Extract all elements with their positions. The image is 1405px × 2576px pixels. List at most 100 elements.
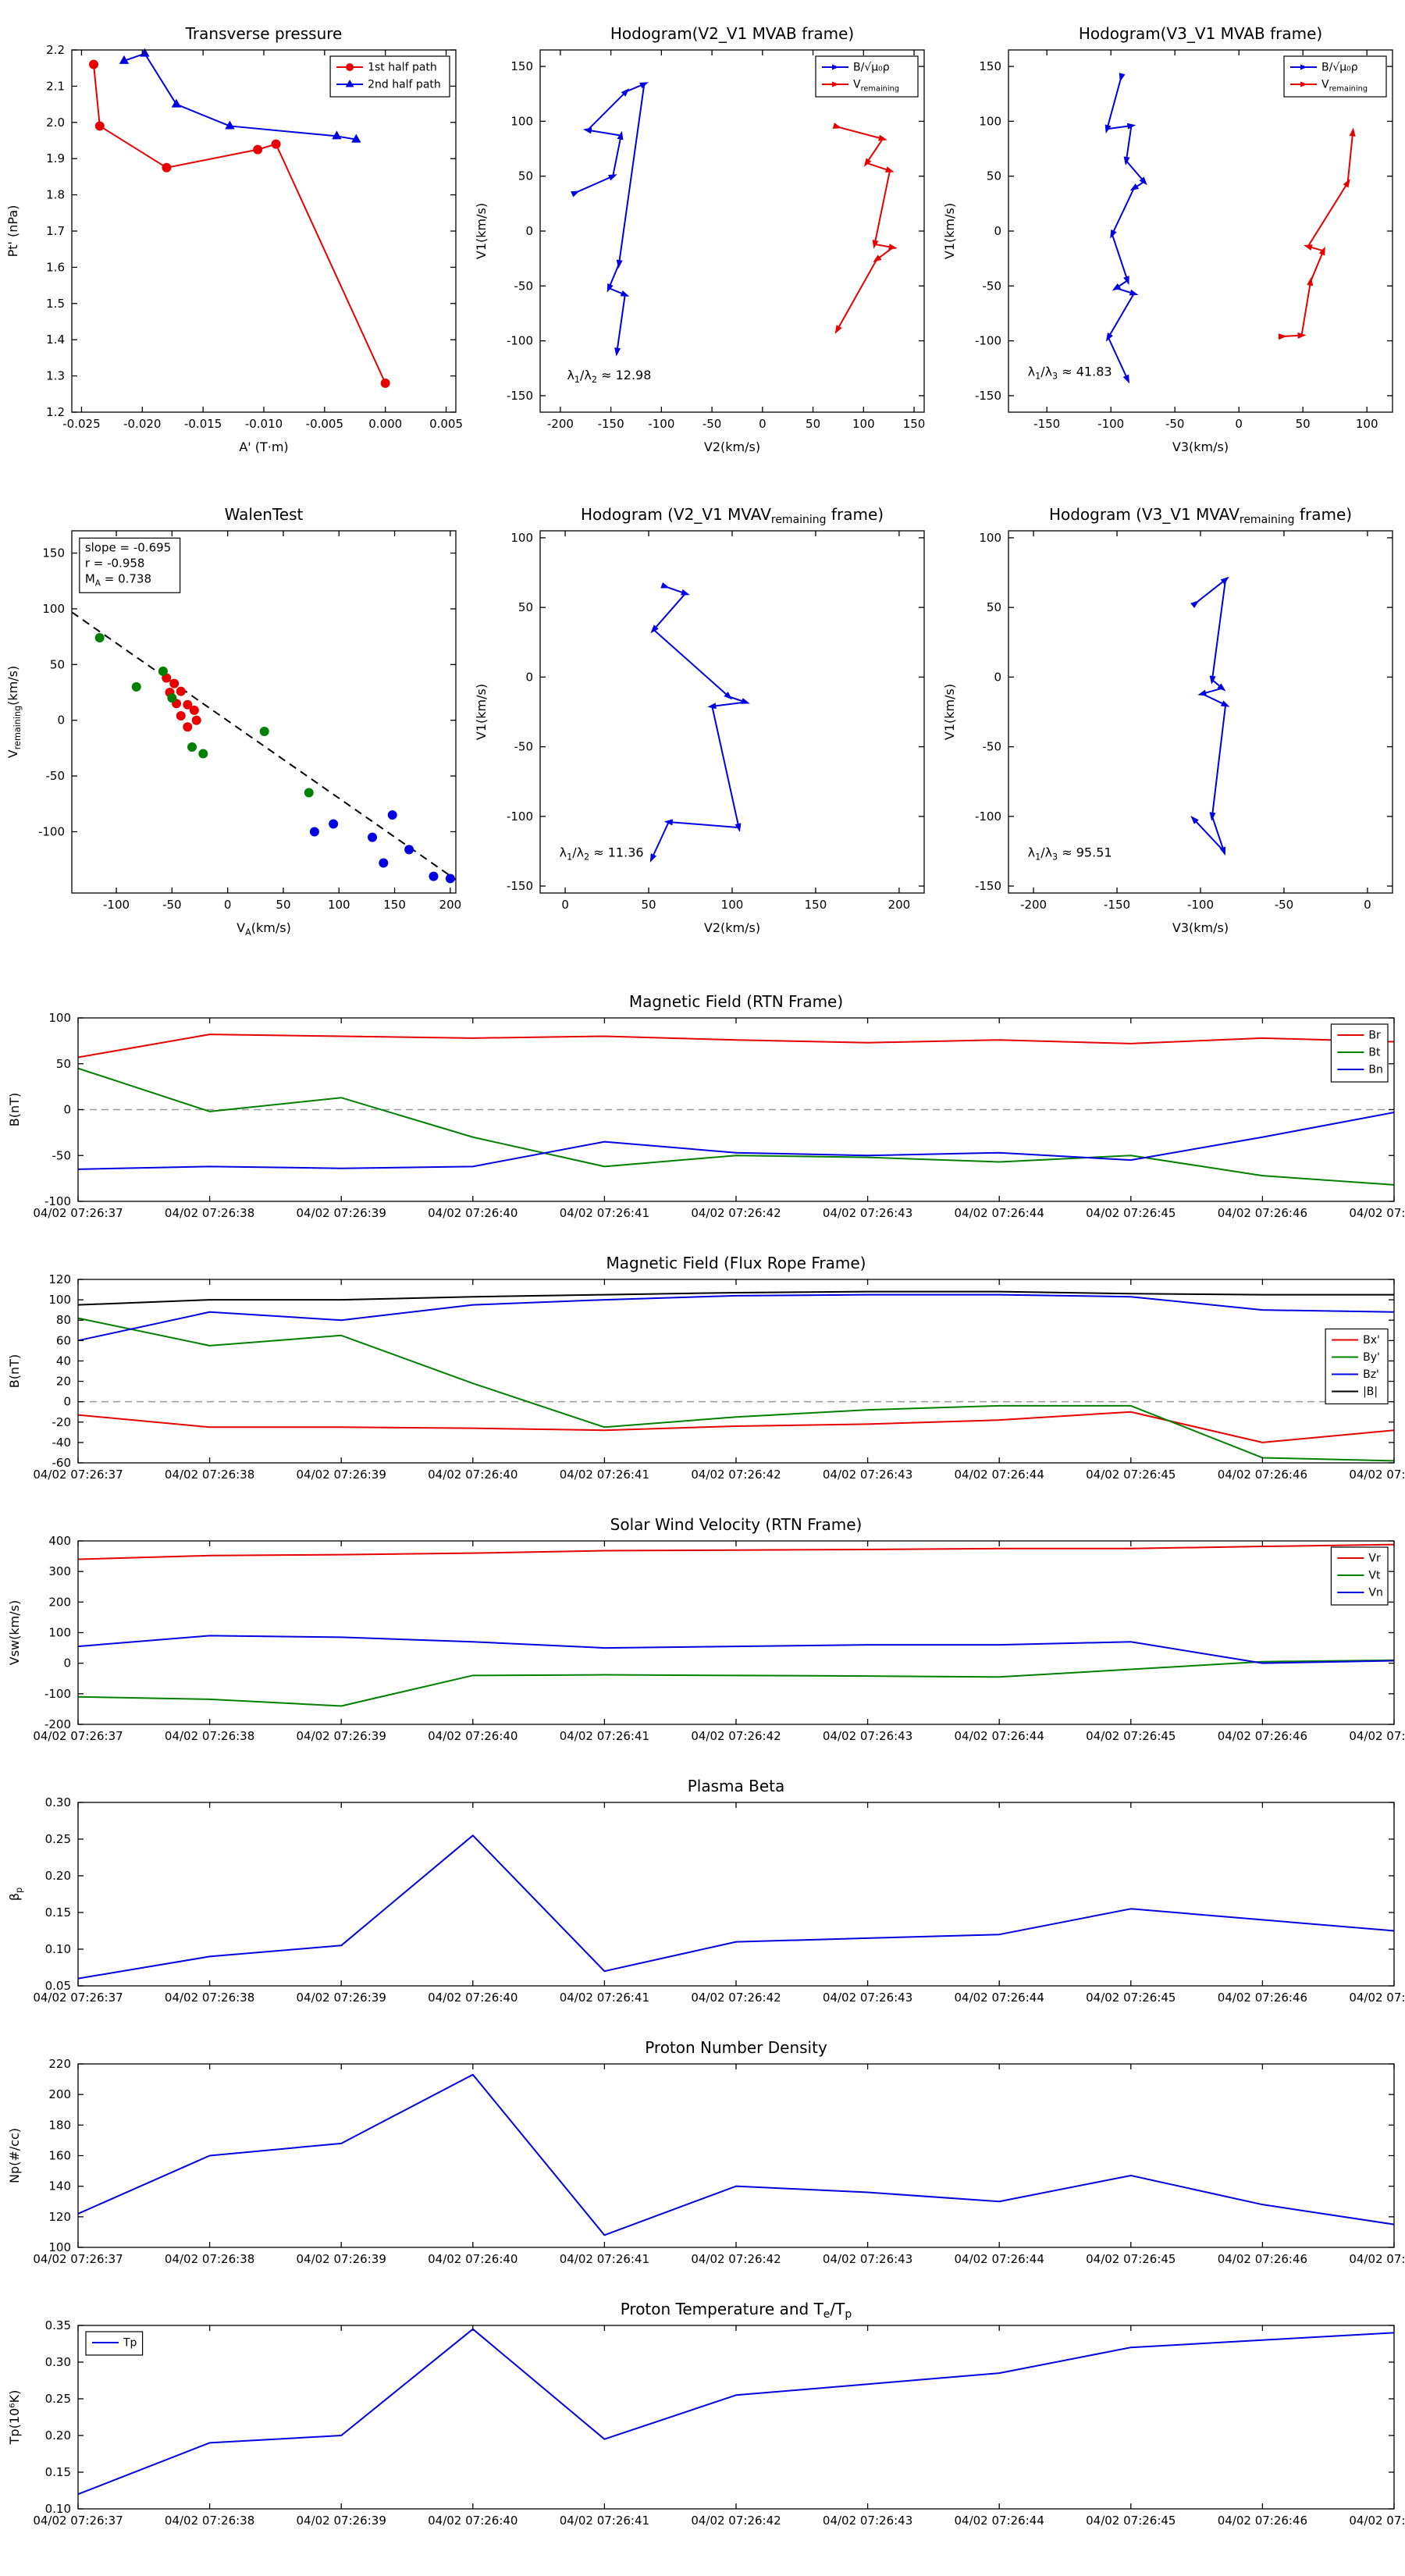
svg-text:100: 100 (48, 1011, 71, 1025)
svg-text:50: 50 (518, 169, 533, 183)
svg-text:Hodogram (V2_V1 MVAVremaining: Hodogram (V2_V1 MVAVremaining frame) (581, 505, 884, 526)
svg-text:50: 50 (1296, 417, 1311, 431)
svg-text:04/02 07:26:37: 04/02 07:26:37 (33, 1991, 123, 2005)
svg-text:λ1/λ2 ≈ 11.36: λ1/λ2 ≈ 11.36 (560, 845, 644, 863)
svg-text:0.15: 0.15 (45, 2465, 71, 2479)
svg-text:Vr: Vr (1368, 1553, 1381, 1565)
svg-text:04/02 07:26:44: 04/02 07:26:44 (955, 1729, 1044, 1743)
svg-text:-150: -150 (507, 879, 533, 893)
svg-text:04/02 07:26:40: 04/02 07:26:40 (428, 2514, 518, 2528)
svg-text:V1(km/s): V1(km/s) (474, 203, 489, 259)
svg-text:1.5: 1.5 (46, 297, 65, 311)
svg-text:V3(km/s): V3(km/s) (1172, 920, 1229, 935)
chart-transverse-pressure: -0.025 -0.020 -0.015 -0.010 -0.005 0.000 0.005… (0, 14, 468, 459)
svg-text:04/02 07:26:39: 04/02 07:26:39 (297, 2252, 386, 2266)
svg-text:04/02 07:26:42: 04/02 07:26:42 (691, 1468, 781, 1482)
svg-text:βp: βp (7, 1888, 24, 1901)
svg-text:04/02 07:26:47: 04/02 07:26:47 (1349, 1991, 1405, 2005)
svg-text:-150: -150 (598, 417, 624, 431)
svg-text:Pt' (nPa): Pt' (nPa) (5, 205, 20, 258)
chart-canvas: -100 -50 0 50 100 150 200 -100 -50 0 50 100 150 Walen… (5, 505, 461, 938)
svg-text:-0.025: -0.025 (62, 417, 100, 431)
svg-text:Bx': Bx' (1363, 1334, 1380, 1347)
svg-text:04/02 07:26:45: 04/02 07:26:45 (1086, 1729, 1176, 1743)
svg-text:Proton Temperature and Te/Tp: Proton Temperature and Te/Tp (621, 2300, 852, 2321)
svg-text:0.10: 0.10 (45, 2502, 71, 2516)
svg-text:04/02 07:26:37: 04/02 07:26:37 (33, 1468, 123, 1482)
svg-text:04/02 07:26:41: 04/02 07:26:41 (560, 1206, 649, 1220)
svg-text:150: 150 (42, 546, 65, 560)
svg-text:0.05: 0.05 (45, 1979, 71, 1993)
svg-text:B(nT): B(nT) (7, 1093, 22, 1126)
svg-text:50: 50 (518, 600, 533, 614)
svg-text:04/02 07:26:46: 04/02 07:26:46 (1218, 1206, 1307, 1220)
svg-text:VA(km/s): VA(km/s) (237, 920, 291, 938)
svg-text:B(nT): B(nT) (7, 1354, 22, 1388)
svg-text:150: 150 (383, 898, 406, 912)
svg-text:-200: -200 (547, 417, 574, 431)
svg-text:200: 200 (48, 2087, 71, 2101)
svg-text:Bz': Bz' (1363, 1368, 1379, 1381)
svg-text:-50: -50 (983, 279, 1002, 293)
svg-text:V1(km/s): V1(km/s) (474, 684, 489, 740)
svg-text:-100: -100 (38, 824, 65, 838)
svg-text:04/02 07:26:46: 04/02 07:26:46 (1218, 1991, 1307, 2005)
svg-text:0.30: 0.30 (45, 1795, 71, 1809)
svg-text:04/02 07:26:47: 04/02 07:26:47 (1349, 2252, 1405, 2266)
svg-text:04/02 07:26:46: 04/02 07:26:46 (1218, 1729, 1307, 1743)
svg-text:04/02 07:26:38: 04/02 07:26:38 (165, 1468, 254, 1482)
svg-text:0: 0 (525, 670, 533, 684)
svg-text:Proton Number Density: Proton Number Density (645, 2038, 827, 2057)
svg-text:Vremaining: Vremaining (1321, 79, 1368, 94)
svg-text:-200: -200 (44, 1717, 71, 1731)
svg-text:04/02 07:26:47: 04/02 07:26:47 (1349, 1206, 1405, 1220)
chart-canvas: 04/02 07:26:37 04/02 07:26:38 04/02 07:26:… (7, 2300, 1405, 2528)
svg-text:150: 150 (903, 417, 926, 431)
svg-text:-100: -100 (507, 809, 533, 824)
svg-text:04/02 07:26:37: 04/02 07:26:37 (33, 2252, 123, 2266)
svg-text:100: 100 (48, 2240, 71, 2254)
svg-text:0.15: 0.15 (45, 1905, 71, 1920)
svg-text:04/02 07:26:39: 04/02 07:26:39 (297, 2514, 386, 2528)
svg-text:Bn: Bn (1368, 1064, 1382, 1076)
svg-text:04/02 07:26:44: 04/02 07:26:44 (955, 1991, 1044, 2005)
svg-text:150: 150 (979, 59, 1001, 73)
svg-text:50: 50 (987, 600, 1001, 614)
svg-text:Hodogram(V3_V1 MVAB frame): Hodogram(V3_V1 MVAB frame) (1079, 24, 1322, 43)
svg-text:0.35: 0.35 (45, 2318, 71, 2332)
svg-text:Tp(10⁶K): Tp(10⁶K) (7, 2390, 22, 2446)
svg-text:04/02 07:26:46: 04/02 07:26:46 (1218, 2252, 1307, 2266)
svg-text:Np(#/cc): Np(#/cc) (7, 2128, 22, 2183)
svg-text:200: 200 (888, 898, 911, 912)
svg-text:Vsw(km/s): Vsw(km/s) (7, 1600, 22, 1665)
svg-text:-50: -50 (514, 279, 534, 293)
svg-text:V2(km/s): V2(km/s) (704, 439, 760, 454)
svg-text:04/02 07:26:38: 04/02 07:26:38 (165, 1206, 254, 1220)
svg-text:04/02 07:26:42: 04/02 07:26:42 (691, 1729, 781, 1743)
chart-canvas: 04/02 07:26:37 04/02 07:26:38 04/02 07:26:… (7, 1515, 1405, 1743)
svg-text:0: 0 (224, 898, 232, 912)
svg-text:04/02 07:26:42: 04/02 07:26:42 (691, 1206, 781, 1220)
svg-text:200: 200 (48, 1595, 71, 1609)
svg-text:04/02 07:26:42: 04/02 07:26:42 (691, 1991, 781, 2005)
svg-text:04/02 07:26:46: 04/02 07:26:46 (1218, 1468, 1307, 1482)
svg-text:100: 100 (1356, 417, 1378, 431)
svg-text:-100: -100 (975, 809, 1001, 824)
svg-text:-100: -100 (44, 1194, 71, 1208)
svg-text:04/02 07:26:47: 04/02 07:26:47 (1349, 1729, 1405, 1743)
svg-text:50: 50 (987, 169, 1001, 183)
svg-text:-50: -50 (52, 1148, 72, 1162)
svg-text:WalenTest: WalenTest (225, 505, 304, 524)
svg-text:04/02 07:26:43: 04/02 07:26:43 (823, 1991, 912, 2005)
time-series-panels: 04/02 07:26:37 04/02 07:26:38 04/02 07:26:… (0, 987, 1405, 2540)
svg-text:80: 80 (56, 1313, 71, 1327)
svg-text:04/02 07:26:37: 04/02 07:26:37 (33, 2514, 123, 2528)
svg-text:Br: Br (1368, 1030, 1381, 1042)
svg-text:Hodogram(V2_V1 MVAB frame): Hodogram(V2_V1 MVAB frame) (610, 24, 854, 43)
svg-text:2nd half path: 2nd half path (368, 79, 441, 91)
chart-hodogram-v3v1-mvav: -200 -150 -100 -50 0 -150 -100 -50 0 50 100 Hodogra… (937, 495, 1405, 940)
svg-text:0.25: 0.25 (45, 1832, 71, 1846)
svg-text:0.10: 0.10 (45, 1942, 71, 1956)
chart-canvas: 04/02 07:26:37 04/02 07:26:38 04/02 07:26:… (7, 992, 1405, 1220)
